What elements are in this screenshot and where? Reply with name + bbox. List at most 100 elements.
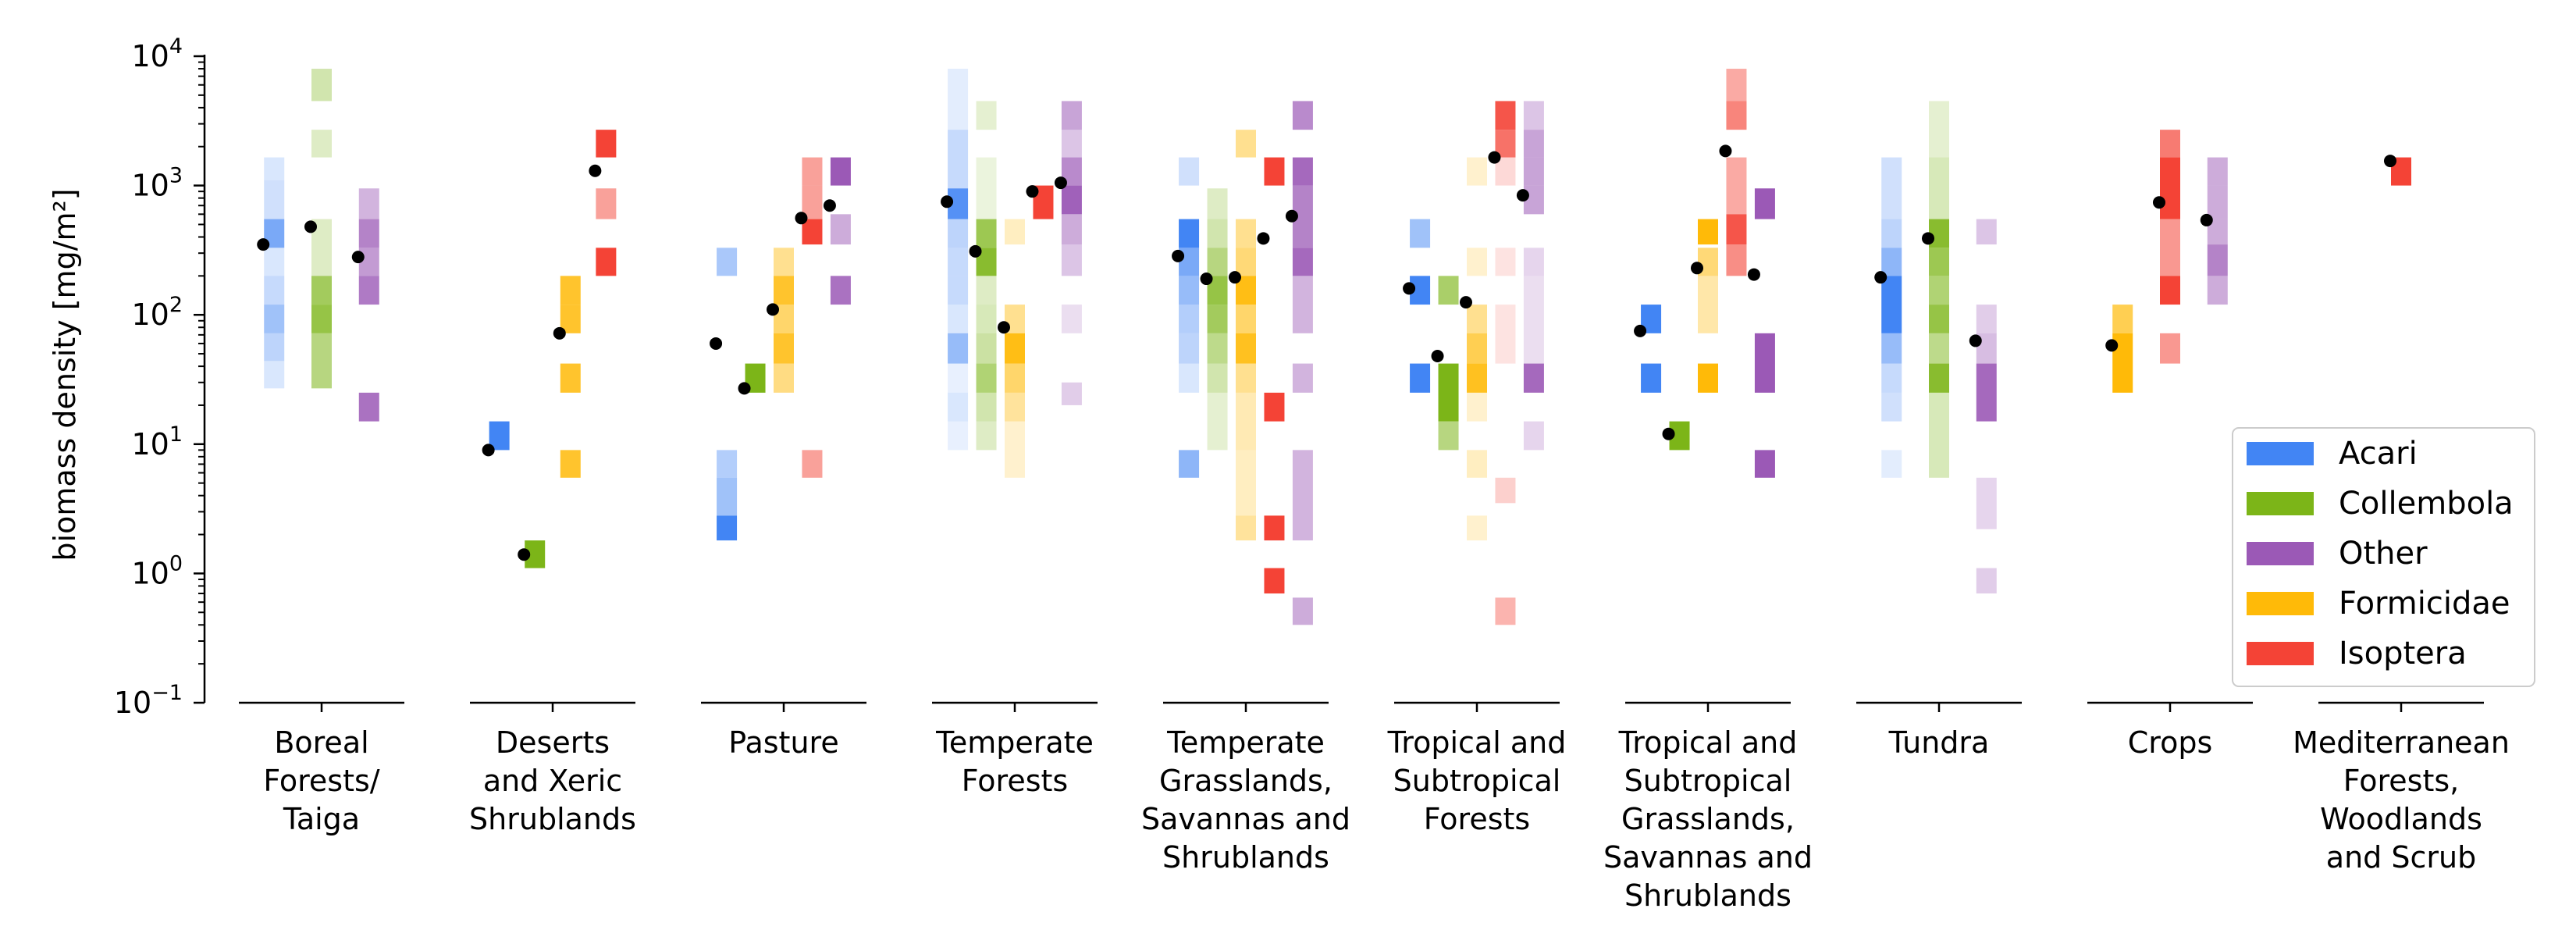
bin-collembola bbox=[1929, 101, 1949, 158]
category-label: Mediterranean Forests, Woodlands and Scrub bbox=[2293, 725, 2510, 875]
bin-isoptera bbox=[802, 219, 823, 245]
bin-other bbox=[830, 214, 851, 245]
bin-other bbox=[2207, 157, 2228, 186]
bin-isoptera bbox=[596, 248, 617, 276]
bin-collembola bbox=[1207, 363, 1228, 393]
legend-swatch-formicidae bbox=[2247, 592, 2314, 615]
bin-other bbox=[1523, 305, 1544, 333]
median-point-collembola bbox=[518, 548, 531, 561]
bin-formicidae bbox=[1467, 515, 1487, 541]
median-point-other bbox=[351, 251, 365, 264]
bin-acari bbox=[264, 361, 285, 389]
bin-collembola bbox=[1207, 392, 1228, 451]
median-point-acari bbox=[1403, 282, 1416, 295]
bin-other bbox=[1754, 333, 1775, 393]
bin-formicidae bbox=[1467, 363, 1487, 393]
bin-isoptera bbox=[1726, 157, 1747, 215]
median-point-isoptera bbox=[1719, 144, 1732, 158]
bin-collembola bbox=[976, 333, 997, 364]
legend-swatch-acari bbox=[2247, 442, 2314, 465]
bin-collembola bbox=[1929, 276, 1949, 305]
bin-acari bbox=[1881, 276, 1902, 333]
bin-collembola bbox=[311, 69, 332, 102]
bin-formicidae bbox=[1467, 333, 1487, 364]
bin-acari bbox=[1179, 363, 1200, 393]
legend-swatch-collembola bbox=[2247, 492, 2314, 515]
bin-formicidae bbox=[1467, 248, 1487, 276]
median-point-acari bbox=[1172, 249, 1185, 262]
bin-acari bbox=[948, 305, 969, 333]
bin-acari bbox=[1179, 276, 1200, 305]
category-label: Boreal Forests/Taiga bbox=[263, 725, 379, 836]
bin-other bbox=[1523, 157, 1544, 186]
bin-acari bbox=[1179, 450, 1200, 478]
median-point-isoptera bbox=[1026, 185, 1039, 198]
median-point-acari bbox=[941, 195, 954, 208]
bin-acari bbox=[264, 248, 285, 276]
y-tick-label: 100 bbox=[131, 551, 183, 590]
bin-acari bbox=[1179, 219, 1200, 248]
bin-formicidae bbox=[1005, 219, 1025, 245]
bin-collembola bbox=[1929, 219, 1949, 248]
bin-acari bbox=[1641, 363, 1662, 393]
bin-isoptera bbox=[1495, 477, 1516, 504]
bin-formicidae bbox=[1236, 305, 1256, 333]
median-point-acari bbox=[1874, 271, 1888, 284]
bin-acari bbox=[1179, 305, 1200, 333]
bin-formicidae bbox=[1467, 392, 1487, 422]
bin-collembola bbox=[1207, 248, 1228, 276]
bin-formicidae bbox=[560, 276, 581, 305]
bin-collembola bbox=[1438, 276, 1459, 305]
median-point-collembola bbox=[969, 244, 982, 258]
bin-collembola bbox=[1438, 421, 1459, 451]
bin-other bbox=[1523, 101, 1544, 130]
bin-isoptera bbox=[1495, 597, 1516, 625]
bin-acari bbox=[1881, 333, 1902, 364]
median-point-formicidae bbox=[1460, 296, 1472, 309]
bin-isoptera bbox=[1264, 568, 1285, 594]
bin-other bbox=[1292, 101, 1313, 130]
bin-acari bbox=[1881, 363, 1902, 393]
bin-collembola bbox=[1207, 219, 1228, 248]
bin-acari bbox=[1881, 248, 1902, 276]
bin-collembola bbox=[976, 421, 997, 451]
bin-other bbox=[1976, 305, 1997, 333]
median-point-other bbox=[1747, 268, 1760, 281]
median-point-other bbox=[1054, 176, 1067, 190]
bin-acari bbox=[948, 276, 969, 305]
bin-other bbox=[1292, 157, 1313, 186]
median-point-collembola bbox=[1200, 273, 1213, 286]
bin-collembola bbox=[1929, 392, 1949, 478]
bin-collembola bbox=[1207, 305, 1228, 333]
bin-formicidae bbox=[1467, 450, 1487, 478]
bin-formicidae bbox=[1236, 392, 1256, 451]
bin-isoptera bbox=[2160, 276, 2180, 305]
bin-formicidae bbox=[1236, 515, 1256, 541]
bin-acari bbox=[264, 157, 285, 180]
bin-collembola bbox=[976, 305, 997, 333]
legend: Acari Collembola Other Formicidae Isoptera bbox=[2232, 427, 2535, 687]
bin-formicidae bbox=[1005, 363, 1025, 393]
bin-collembola bbox=[976, 363, 997, 393]
legend-swatch-other bbox=[2247, 542, 2314, 565]
bin-collembola bbox=[976, 101, 997, 130]
category-labels: Boreal Forests/Taiga Deserts and Xeric Shrub… bbox=[263, 725, 2510, 913]
bin-collembola bbox=[1929, 248, 1949, 276]
bin-formicidae bbox=[1236, 130, 1256, 158]
bin-acari bbox=[948, 333, 969, 364]
bin-formicidae bbox=[774, 276, 794, 305]
bin-collembola bbox=[1929, 157, 1949, 219]
median-point-collembola bbox=[1922, 232, 1934, 245]
bin-collembola bbox=[976, 392, 997, 422]
bin-acari bbox=[1179, 333, 1200, 364]
bin-acari bbox=[1410, 219, 1431, 248]
bin-other bbox=[358, 392, 379, 422]
bin-other bbox=[830, 276, 851, 305]
bin-collembola bbox=[1929, 363, 1949, 393]
legend-label-acari: Acari bbox=[2339, 436, 2418, 472]
bin-other bbox=[1523, 421, 1544, 451]
bin-formicidae bbox=[1698, 363, 1718, 393]
bin-isoptera bbox=[1726, 214, 1747, 245]
bin-isoptera bbox=[802, 157, 823, 186]
